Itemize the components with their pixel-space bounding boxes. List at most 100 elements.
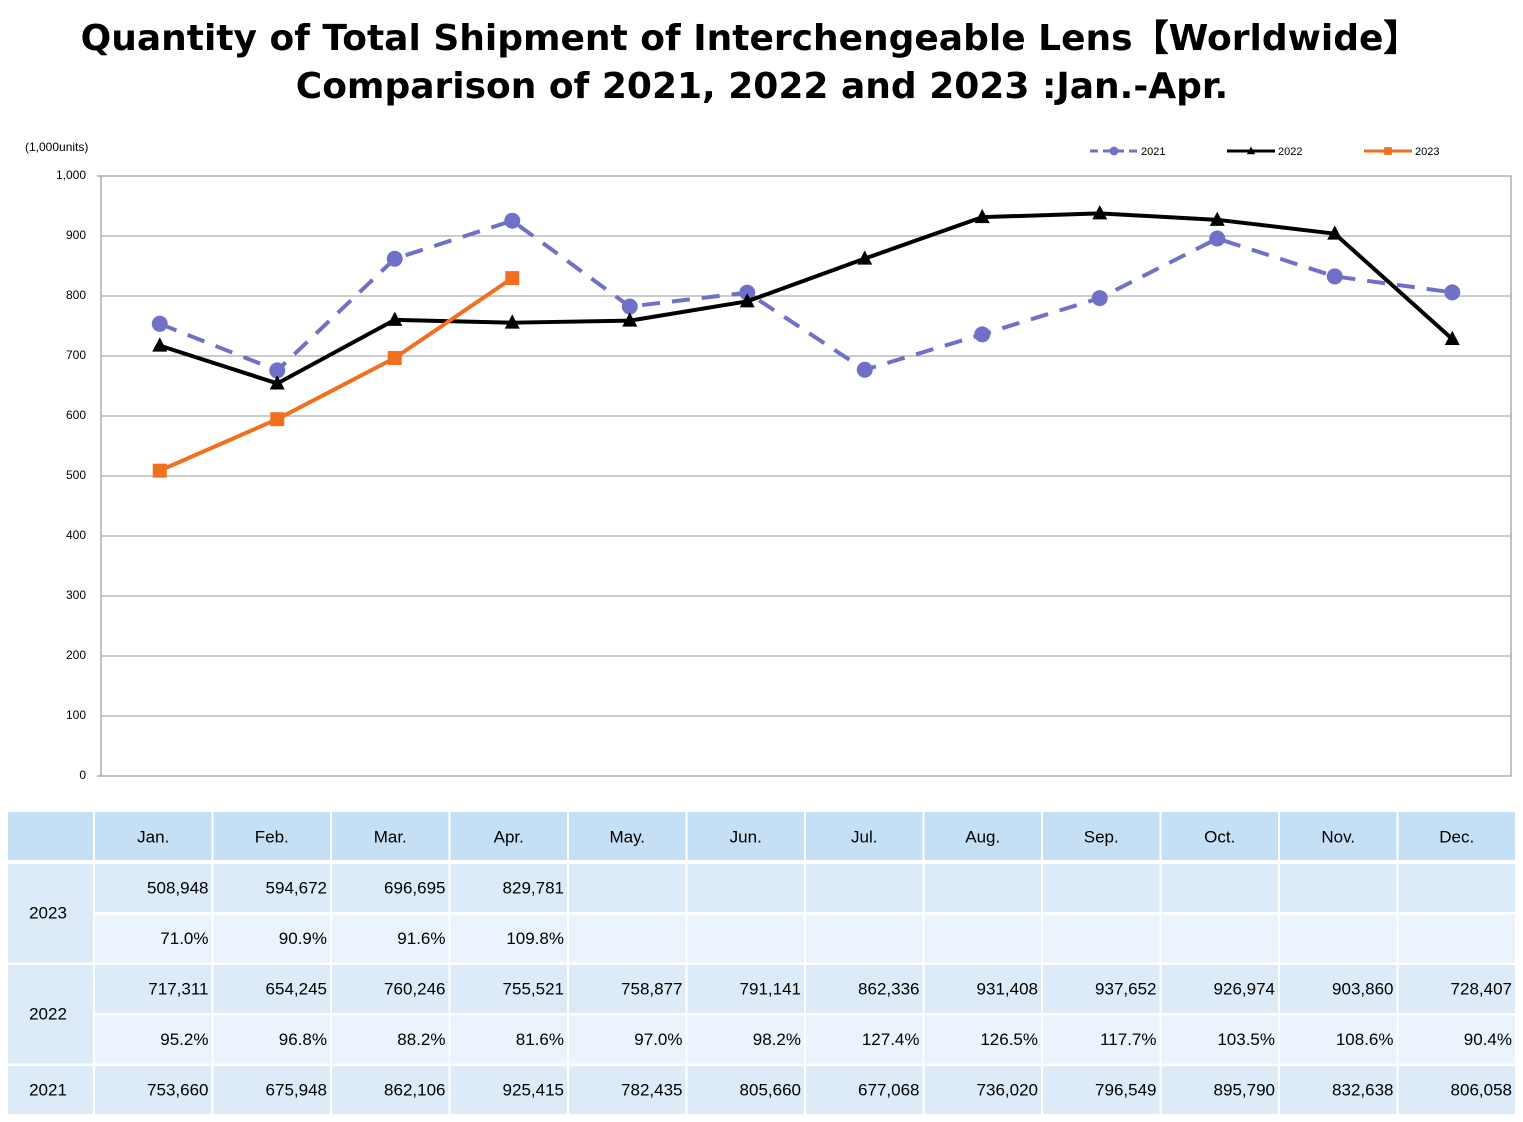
chart-title: Quantity of Total Shipment of Intercheng… — [81, 18, 1420, 59]
series-line — [159, 218, 1453, 373]
table-value: 677,068 — [858, 1080, 919, 1099]
table-cell — [1280, 864, 1397, 912]
marker — [505, 271, 520, 286]
y-tick-label: 500 — [66, 468, 86, 482]
y-tick-label: 900 — [66, 228, 86, 242]
y-tick-label: 1,000 — [56, 168, 86, 182]
table-value: 903,860 — [1332, 979, 1393, 998]
table-cell — [213, 1066, 330, 1114]
table-value: 127.4% — [862, 1030, 920, 1049]
table-cell — [1280, 1066, 1397, 1114]
table-cell — [806, 914, 923, 963]
marker — [270, 412, 285, 427]
legend-label: 2022 — [1278, 146, 1302, 158]
table-header-label: Aug. — [965, 827, 1000, 846]
table-cell — [1280, 965, 1397, 1013]
table-cell — [1398, 864, 1515, 912]
series-line — [159, 211, 1454, 386]
table-row-label: 2021 — [29, 1080, 67, 1099]
table-cell — [1043, 864, 1160, 912]
marker — [1326, 268, 1343, 285]
table-cell — [213, 965, 330, 1013]
table-header-label: Feb. — [255, 827, 289, 846]
table-cell — [450, 864, 567, 912]
table-cell — [1280, 914, 1397, 963]
table-cell — [569, 1066, 686, 1114]
table-value: 753,660 — [147, 1080, 208, 1099]
table-cell — [806, 864, 923, 912]
table-value: 806,058 — [1451, 1080, 1512, 1099]
table-cell — [1398, 965, 1515, 1013]
table-value: 81.6% — [516, 1030, 564, 1049]
table-value: 126.5% — [980, 1030, 1038, 1049]
y-tick-label: 0 — [79, 768, 86, 782]
table-cell — [924, 1066, 1041, 1114]
table-value: 97.0% — [634, 1030, 682, 1049]
table-cell — [213, 914, 330, 963]
table-value: 654,245 — [266, 979, 327, 998]
table-value: 862,336 — [858, 979, 919, 998]
table-header-cell — [1398, 812, 1515, 860]
table-cell — [924, 1015, 1041, 1064]
marker — [621, 298, 638, 315]
table-cell — [450, 1015, 567, 1064]
table-cell — [450, 914, 567, 963]
marker — [269, 362, 286, 379]
table-header-label: Dec. — [1439, 827, 1474, 846]
table-value: 937,652 — [1095, 979, 1156, 998]
table-value: 696,695 — [384, 878, 445, 897]
table-cell — [1161, 1015, 1278, 1064]
table-header-cell — [924, 812, 1041, 860]
table-cell — [332, 965, 449, 1013]
table-cell — [450, 965, 567, 1013]
table-value: 736,020 — [977, 1080, 1038, 1099]
table-value: 832,638 — [1332, 1080, 1393, 1099]
table-value: 96.8% — [279, 1030, 327, 1049]
table-cell — [806, 1066, 923, 1114]
table-cell — [924, 914, 1041, 963]
y-axis-label: (1,000units) — [25, 140, 88, 154]
table-header-cell — [569, 812, 686, 860]
table-value: 796,549 — [1095, 1080, 1156, 1099]
table-value: 675,948 — [266, 1080, 327, 1099]
table-cell — [687, 914, 804, 963]
table-value: 108.6% — [1336, 1030, 1394, 1049]
marker — [857, 250, 873, 265]
marker — [1209, 211, 1225, 226]
table-cell — [1043, 1015, 1160, 1064]
table-value: 895,790 — [1214, 1080, 1275, 1099]
table-header-cell — [1161, 812, 1278, 860]
table-value: 117.7% — [1100, 1030, 1156, 1049]
table-cell — [95, 1015, 212, 1064]
table-value: 728,407 — [1451, 979, 1512, 998]
table-cell — [569, 864, 686, 912]
table-value: 829,781 — [503, 878, 564, 897]
chart-subtitle: Comparison of 2021, 2022 and 2023 :Jan.-… — [296, 66, 1228, 107]
table-value: 90.9% — [279, 929, 327, 948]
table-cell — [213, 864, 330, 912]
table-value: 791,141 — [740, 979, 801, 998]
table-value: 109.8% — [506, 929, 564, 948]
table-value: 103.5% — [1217, 1030, 1275, 1049]
table-value: 805,660 — [740, 1080, 801, 1099]
marker — [1209, 230, 1226, 247]
marker — [387, 311, 403, 326]
table-cell — [332, 1066, 449, 1114]
y-tick-label: 400 — [66, 528, 86, 542]
table-value: 925,415 — [503, 1080, 564, 1099]
table-header-cell — [450, 812, 567, 860]
y-tick-label: 800 — [66, 288, 86, 302]
table-cell — [1161, 864, 1278, 912]
table-row-header — [8, 965, 93, 1064]
table-cell — [1043, 1066, 1160, 1114]
marker — [1444, 284, 1461, 301]
table-cell — [1161, 914, 1278, 963]
table-header-label: Jul. — [851, 827, 877, 846]
table-header-cell — [806, 812, 923, 860]
table-cell — [1043, 914, 1160, 963]
y-tick-label: 600 — [66, 408, 86, 422]
table-cell — [569, 965, 686, 1013]
table-cell — [450, 1066, 567, 1114]
table-value: 758,877 — [621, 979, 682, 998]
